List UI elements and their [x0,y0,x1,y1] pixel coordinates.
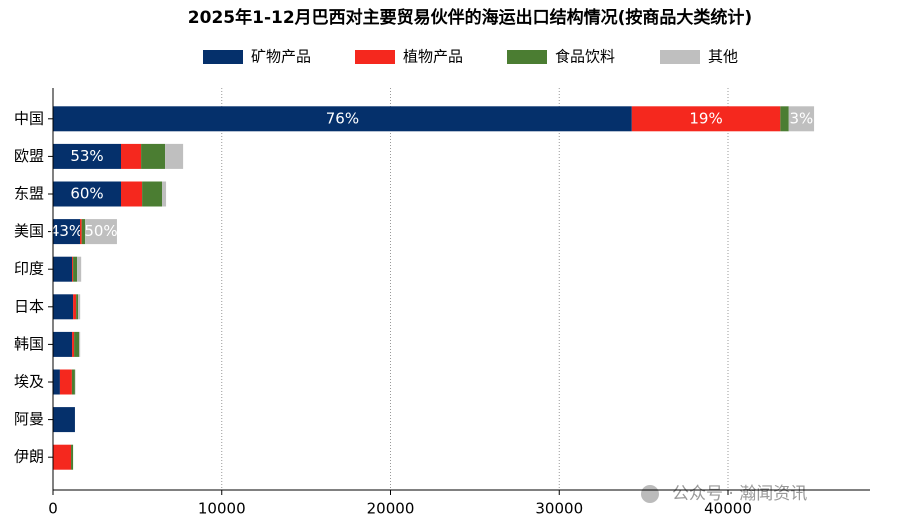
bar-segment [53,444,72,470]
bar-segment [59,369,72,395]
bar-segment [788,106,815,132]
bar-segment [121,181,143,207]
bar-segment [53,256,73,282]
value-label: 43% [50,222,83,240]
bar-segment [53,407,75,433]
legend-label: 其他 [708,48,738,66]
x-tick-label: 40000 [704,500,752,518]
bar-segment [80,219,82,245]
bar-segment [77,256,82,282]
value-label: 60% [70,185,103,203]
watermark: 公众号 · 瀚闻资讯 [672,484,807,504]
legend-label: 植物产品 [403,48,463,66]
bar-segment [78,294,81,320]
y-tick-label: 中国 [14,109,44,127]
bar-segment [71,369,75,395]
value-label: 53% [70,147,103,165]
bar-segment [631,106,781,132]
legend-label: 食品饮料 [555,48,615,66]
x-tick-label: 0 [48,500,58,518]
bar-segment [142,181,163,207]
chart-title: 2025年1-12月巴西对主要贸易伙伴的海运出口结构情况(按商品大类统计) [188,7,752,28]
y-tick-label: 韩国 [14,335,44,353]
bar-segment [53,143,122,169]
x-tick-label: 20000 [367,500,415,518]
bar-segment [85,219,117,245]
bar-segment [71,444,74,470]
bar-segment [74,331,80,357]
value-label: 76% [326,109,359,127]
bar-segment [53,369,60,395]
bar-segment [165,143,184,169]
value-label: 3% [790,109,814,127]
bar-segment [141,143,166,169]
y-tick-label: 美国 [14,222,44,240]
x-tick-label: 10000 [198,500,246,518]
legend-swatch [507,50,547,64]
bar-segment [162,181,167,207]
bar-segment [53,219,80,245]
bar-segment [53,331,73,357]
legend-label: 矿物产品 [251,48,311,66]
bar-segment [53,181,122,207]
value-label: 50% [84,222,117,240]
y-tick-label: 印度 [14,260,44,278]
x-tick-label: 30000 [535,500,583,518]
y-tick-label: 埃及 [14,373,44,391]
bar-segment [53,106,632,132]
y-tick-label: 欧盟 [14,147,44,165]
bar-segment [53,294,74,320]
bar-segment [74,369,76,395]
bar-segment [76,294,79,320]
y-tick-label: 伊朗 [14,448,44,466]
legend-swatch [203,50,243,64]
value-label: 19% [689,109,722,127]
y-tick-label: 东盟 [14,185,44,203]
bar-segment [780,106,789,132]
watermark-icon [641,485,659,503]
bar-segment [73,256,78,282]
bar-segment [72,331,75,357]
y-tick-label: 阿曼 [14,410,44,428]
y-tick-label: 日本 [14,297,44,315]
bar-segment [79,331,81,357]
bar-segment [81,219,86,245]
bar-segment [121,143,142,169]
bar-segment [72,256,74,282]
legend-swatch [355,50,395,64]
legend-swatch [660,50,700,64]
bar-segment [73,294,77,320]
